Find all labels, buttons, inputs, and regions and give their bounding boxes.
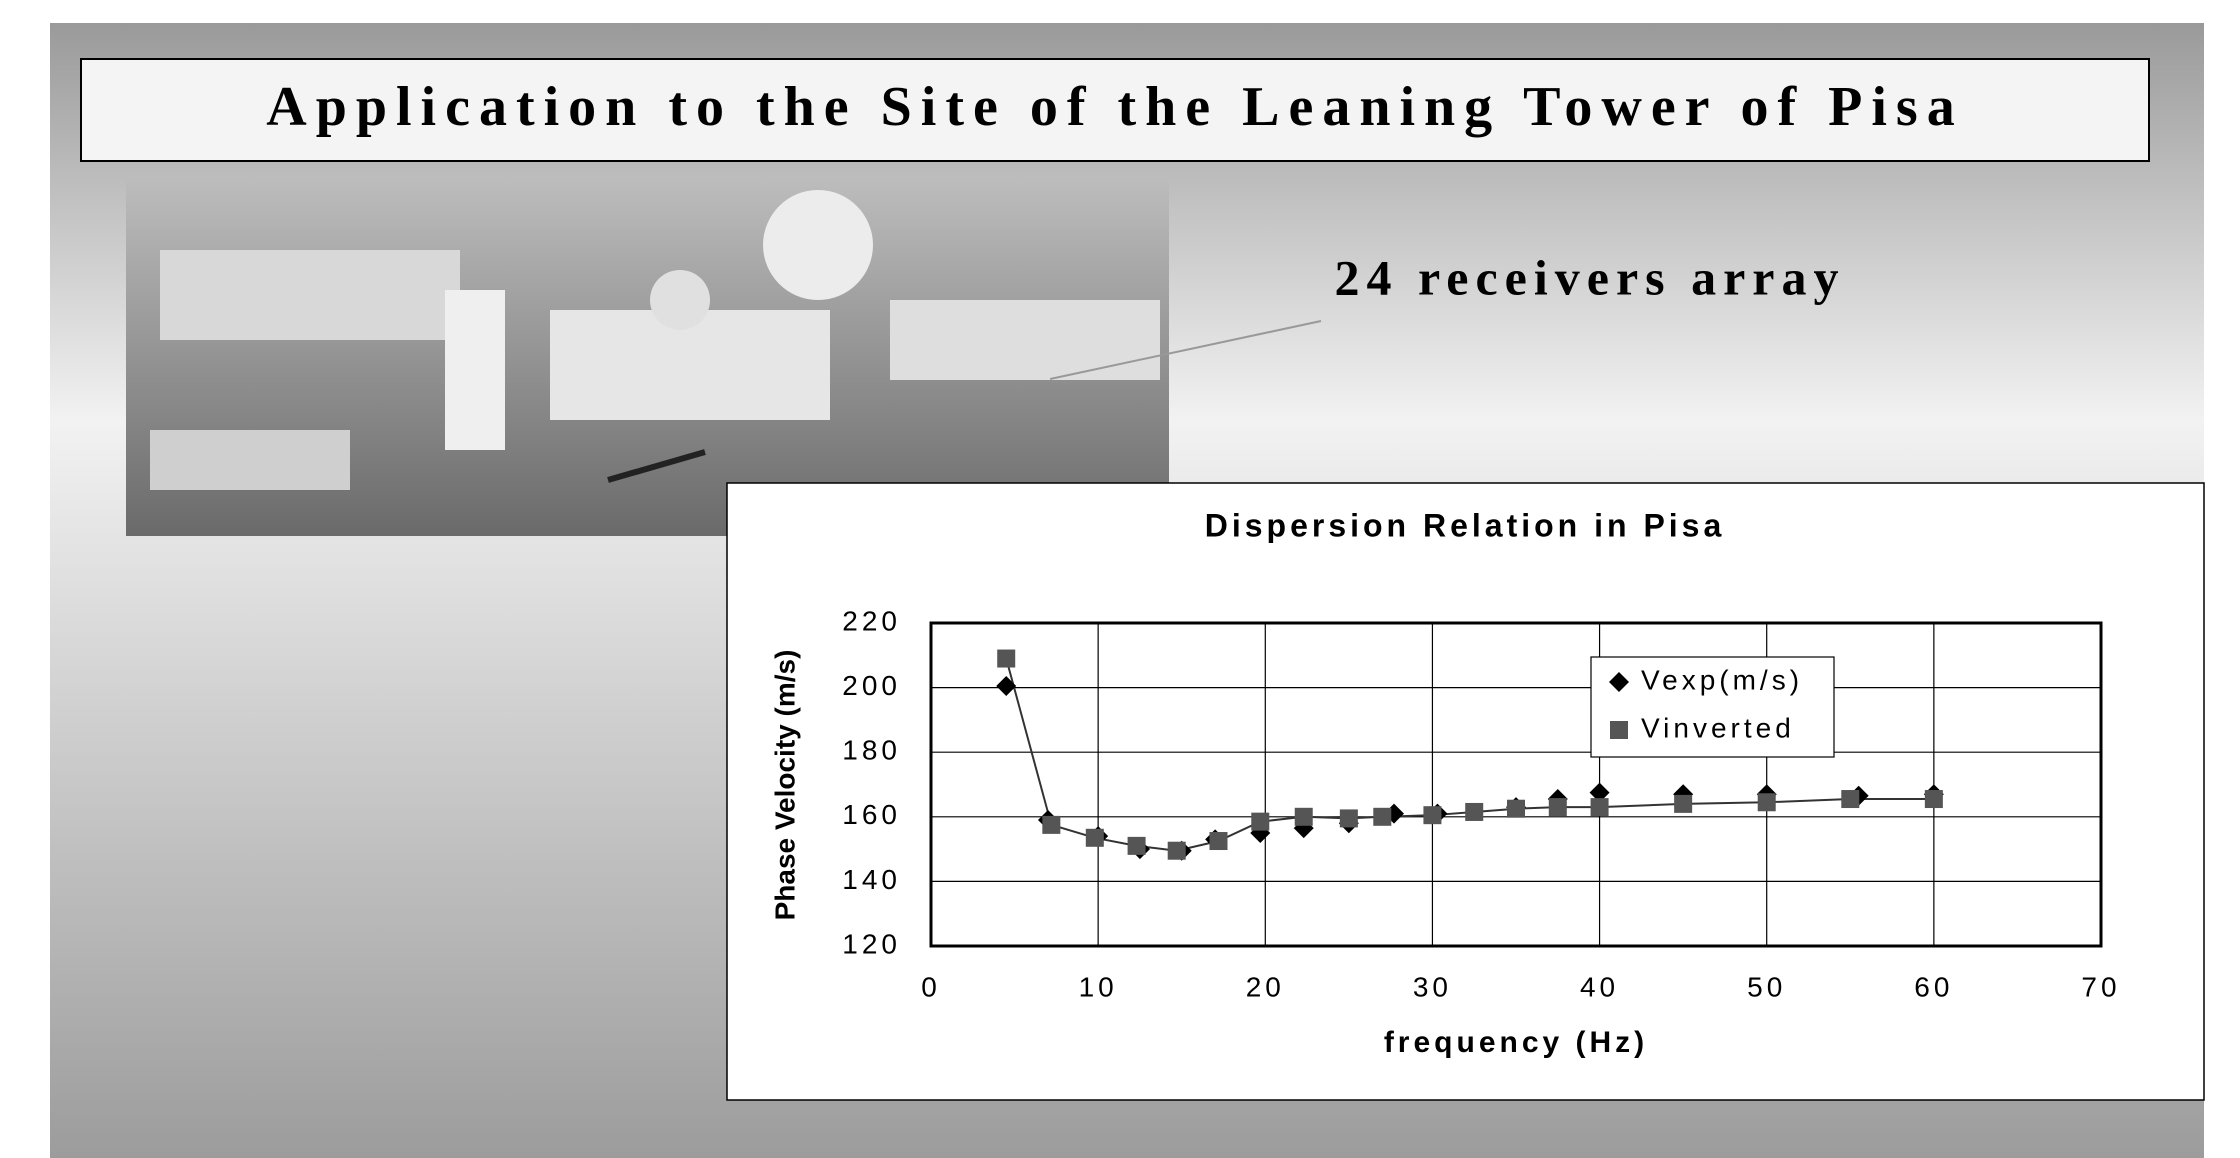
square-marker bbox=[1610, 721, 1628, 739]
square-marker bbox=[1209, 832, 1227, 850]
square-marker bbox=[1128, 837, 1146, 855]
square-marker bbox=[1841, 790, 1859, 808]
square-marker bbox=[1295, 808, 1313, 826]
x-tick-label: 0 bbox=[921, 971, 941, 1002]
y-tick-label: 200 bbox=[842, 670, 901, 701]
square-marker bbox=[1423, 806, 1441, 824]
legend-label: Vexp(m/s) bbox=[1641, 664, 1803, 695]
y-tick-label: 160 bbox=[842, 799, 901, 830]
square-marker bbox=[1758, 793, 1776, 811]
legend: Vexp(m/s) Vinverted bbox=[1591, 657, 1834, 757]
x-tick-label: 40 bbox=[1580, 971, 1619, 1002]
x-tick-label: 50 bbox=[1747, 971, 1786, 1002]
annotation: 24 receivers array bbox=[1335, 249, 1846, 305]
y-axis-label: Phase Velocity (m/s) bbox=[769, 650, 800, 921]
slide-canvas: Application to the Site of the Leaning T… bbox=[0, 0, 2240, 1158]
y-tick-label: 180 bbox=[842, 735, 901, 766]
y-tick-label: 120 bbox=[842, 928, 901, 959]
x-tick-label: 10 bbox=[1079, 971, 1118, 1002]
photo bbox=[126, 177, 1169, 536]
square-marker bbox=[1925, 790, 1943, 808]
square-marker bbox=[1507, 800, 1525, 818]
square-marker bbox=[1042, 816, 1060, 834]
square-marker bbox=[1591, 798, 1609, 816]
square-marker bbox=[1549, 798, 1567, 816]
x-tick-label: 30 bbox=[1413, 971, 1452, 1002]
legend-label: Vinverted bbox=[1641, 712, 1795, 743]
square-marker bbox=[997, 650, 1015, 668]
slide-title: Application to the Site of the Leaning T… bbox=[266, 76, 1963, 138]
y-tick-label: 140 bbox=[842, 864, 901, 895]
chart-box bbox=[727, 483, 2204, 1100]
y-tick-label: 220 bbox=[842, 605, 901, 636]
square-marker bbox=[1373, 808, 1391, 826]
x-axis-label: frequency (Hz) bbox=[1384, 1026, 1648, 1059]
chart-title: Dispersion Relation in Pisa bbox=[1205, 507, 1726, 543]
x-tick-label: 70 bbox=[2081, 971, 2120, 1002]
x-tick-label: 60 bbox=[1914, 971, 1953, 1002]
square-marker bbox=[1086, 829, 1104, 847]
square-marker bbox=[1168, 842, 1186, 860]
square-marker bbox=[1674, 795, 1692, 813]
page: Application to the Site of the Leaning T… bbox=[0, 0, 2240, 1158]
x-tick-label: 20 bbox=[1246, 971, 1285, 1002]
square-marker bbox=[1251, 813, 1269, 831]
square-marker bbox=[1340, 809, 1358, 827]
square-marker bbox=[1465, 803, 1483, 821]
